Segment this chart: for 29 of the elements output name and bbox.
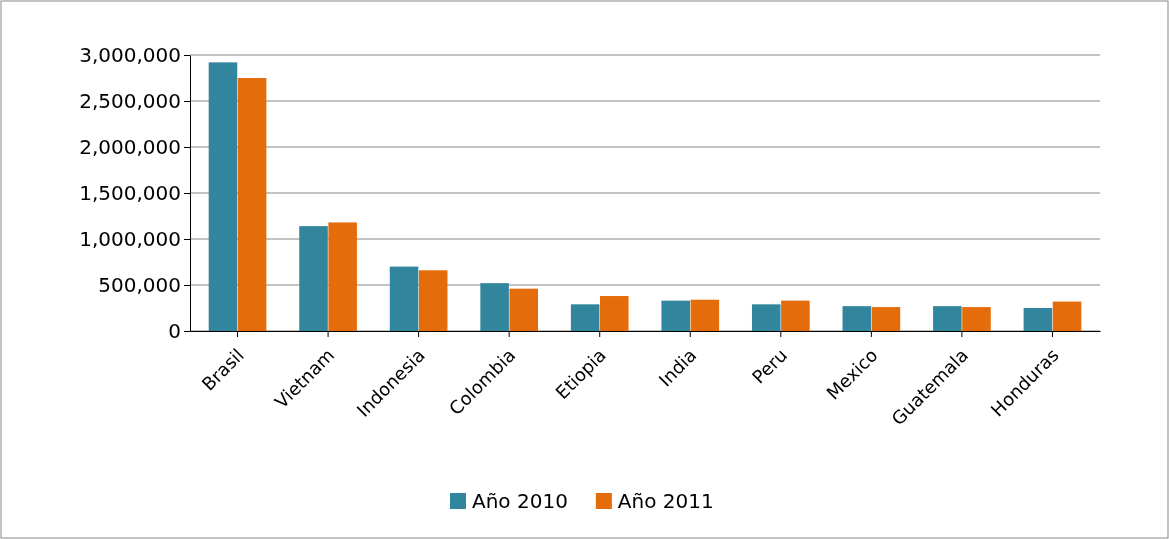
bar <box>299 226 328 331</box>
bar <box>237 78 267 331</box>
legend-label: Año 2011 <box>617 489 714 513</box>
bar <box>933 306 962 331</box>
y-tick-label: 3,000,000 <box>79 42 181 67</box>
bar <box>751 304 781 331</box>
bar <box>842 306 872 331</box>
legend-label: Año 2010 <box>472 489 568 513</box>
bar <box>661 300 690 331</box>
bar <box>1052 301 1082 331</box>
bar <box>600 296 629 331</box>
bar <box>418 270 448 331</box>
bar <box>389 266 419 331</box>
bar <box>208 62 238 331</box>
y-tick-label: 500,000 <box>98 272 181 297</box>
bar <box>480 283 509 331</box>
bar <box>871 307 901 331</box>
bar <box>328 222 357 331</box>
bar <box>509 288 539 331</box>
bar <box>781 300 810 331</box>
bar <box>570 304 600 331</box>
y-tick-label: 0 <box>168 318 181 343</box>
y-tick-label: 1,500,000 <box>79 180 181 205</box>
y-tick-label: 2,000,000 <box>79 134 181 159</box>
bar <box>1023 308 1053 331</box>
bar <box>962 307 991 331</box>
y-tick-label: 2,500,000 <box>79 88 181 113</box>
y-tick-label: 1,000,000 <box>79 226 181 251</box>
bar <box>690 299 720 331</box>
